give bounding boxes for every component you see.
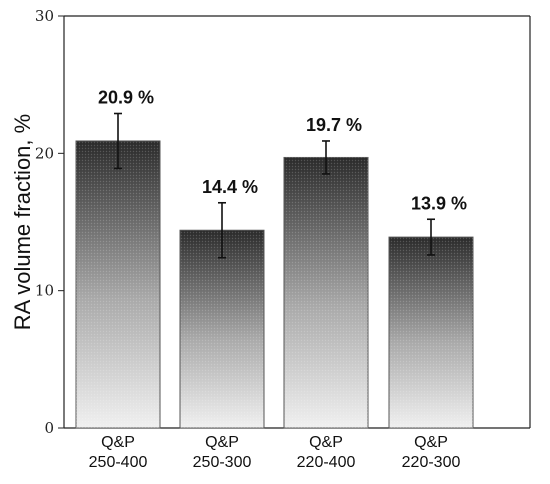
bar-texture <box>284 157 368 428</box>
category-label-line1: Q&P <box>101 434 135 451</box>
y-axis-title: RA volume fraction, % <box>10 114 35 330</box>
category-label-line2: 250-400 <box>89 454 148 471</box>
data-label: 13.9 % <box>411 193 467 213</box>
data-label: 20.9 % <box>98 88 154 108</box>
data-labels: 20.9 % 14.4 % 19.7 % 13.9 % <box>98 88 467 214</box>
category-label-line1: Q&P <box>205 434 239 451</box>
data-label: 19.7 % <box>306 115 362 135</box>
bars <box>75 140 474 429</box>
y-tick-label: 30 <box>35 7 54 25</box>
data-label: 14.4 % <box>202 177 258 197</box>
category-label-line1: Q&P <box>414 434 448 451</box>
category-label-line2: 220-300 <box>402 454 461 471</box>
category-label-line2: 220-400 <box>297 454 356 471</box>
y-tick-label: 0 <box>44 419 54 437</box>
bar-texture <box>76 140 160 428</box>
category-labels: Q&P 250-400 Q&P 250-300 Q&P 220-400 Q&P 220-300 <box>89 434 461 471</box>
bar-texture <box>180 230 264 428</box>
category-label-line1: Q&P <box>309 434 343 451</box>
error-bars <box>114 112 435 259</box>
y-tick-label: 20 <box>35 144 54 162</box>
y-axis-ticks: 0 10 20 30 <box>35 7 64 437</box>
y-tick-label: 10 <box>35 282 54 300</box>
category-label-line2: 250-300 <box>193 454 252 471</box>
bar-texture <box>389 237 473 428</box>
